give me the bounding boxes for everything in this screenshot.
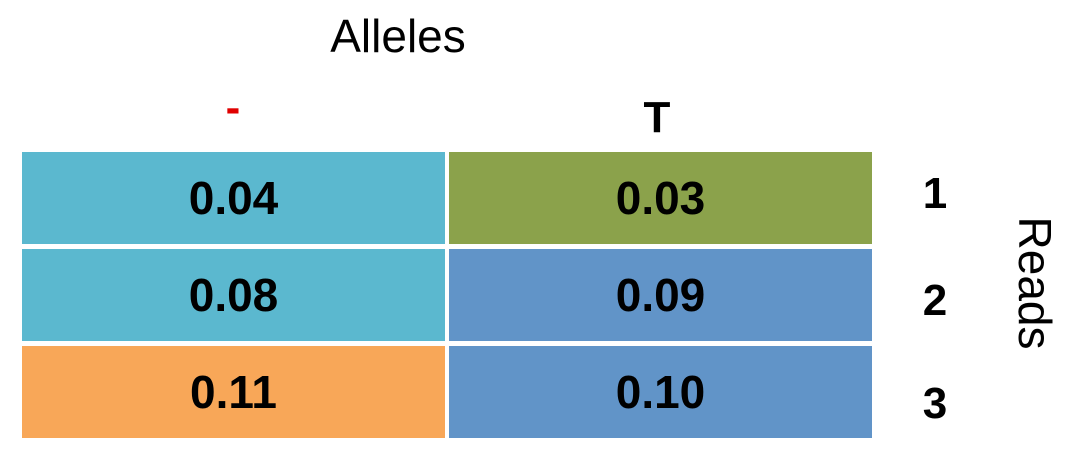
grid-cell: 0.04 [22,152,445,244]
alleles-title: Alleles [330,10,466,62]
grid-cell: 0.09 [449,249,872,341]
column-header-minus: - [225,83,241,132]
grid-cell: 0.10 [449,346,872,438]
row-label-3: 3 [922,379,948,428]
row-label-2: 2 [922,276,948,325]
grid-cell: 0.08 [22,249,445,341]
row-label-1: 1 [922,169,948,218]
probability-grid: 0.04 0.03 0.08 0.09 0.11 0.10 [22,152,872,438]
column-header-t: T [643,93,671,142]
reads-axis-label: Reads [1009,216,1061,350]
grid-cell: 0.11 [22,346,445,438]
grid-cell: 0.03 [449,152,872,244]
